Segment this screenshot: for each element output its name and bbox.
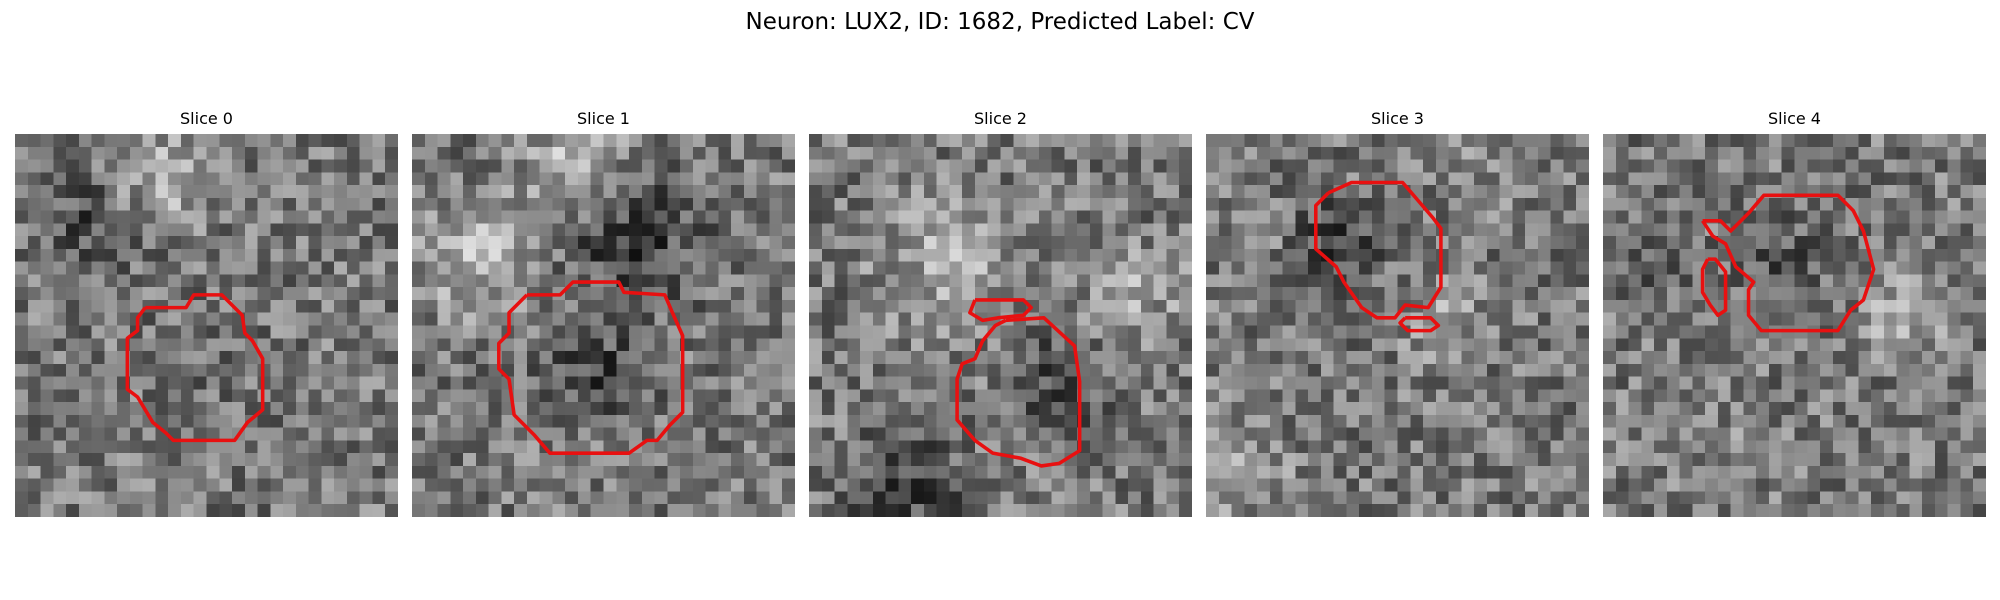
slice-image-4 xyxy=(1603,134,1986,517)
roi-contour xyxy=(968,298,1033,323)
slice-panel-0: Slice 0 xyxy=(15,108,398,518)
slice-panel-1: Slice 1 xyxy=(412,108,795,518)
slice-title: Slice 0 xyxy=(180,109,233,128)
slice-title: Slice 1 xyxy=(577,109,630,128)
roi-contour xyxy=(497,280,685,455)
slice-panel-2: Slice 2 xyxy=(809,108,1192,518)
slice-title: Slice 2 xyxy=(974,109,1027,128)
slice-panel-3: Slice 3 xyxy=(1206,108,1589,518)
roi-contour xyxy=(1314,180,1443,320)
figure-title: Neuron: LUX2, ID: 1682, Predicted Label:… xyxy=(745,9,1255,35)
roi-contour xyxy=(1701,193,1876,333)
slice-title: Slice 3 xyxy=(1371,109,1424,128)
slice-image-1 xyxy=(412,134,795,517)
roi-contour xyxy=(1700,257,1728,318)
slice-title: Slice 4 xyxy=(1768,109,1821,128)
slice-panel-4: Slice 4 xyxy=(1603,108,1986,518)
slice-image-3 xyxy=(1206,134,1589,517)
roi-contour xyxy=(125,293,265,443)
roi-contour xyxy=(1398,316,1441,333)
slice-image-2 xyxy=(809,134,1192,517)
slice-image-0 xyxy=(15,134,398,517)
roi-contour xyxy=(955,316,1082,468)
